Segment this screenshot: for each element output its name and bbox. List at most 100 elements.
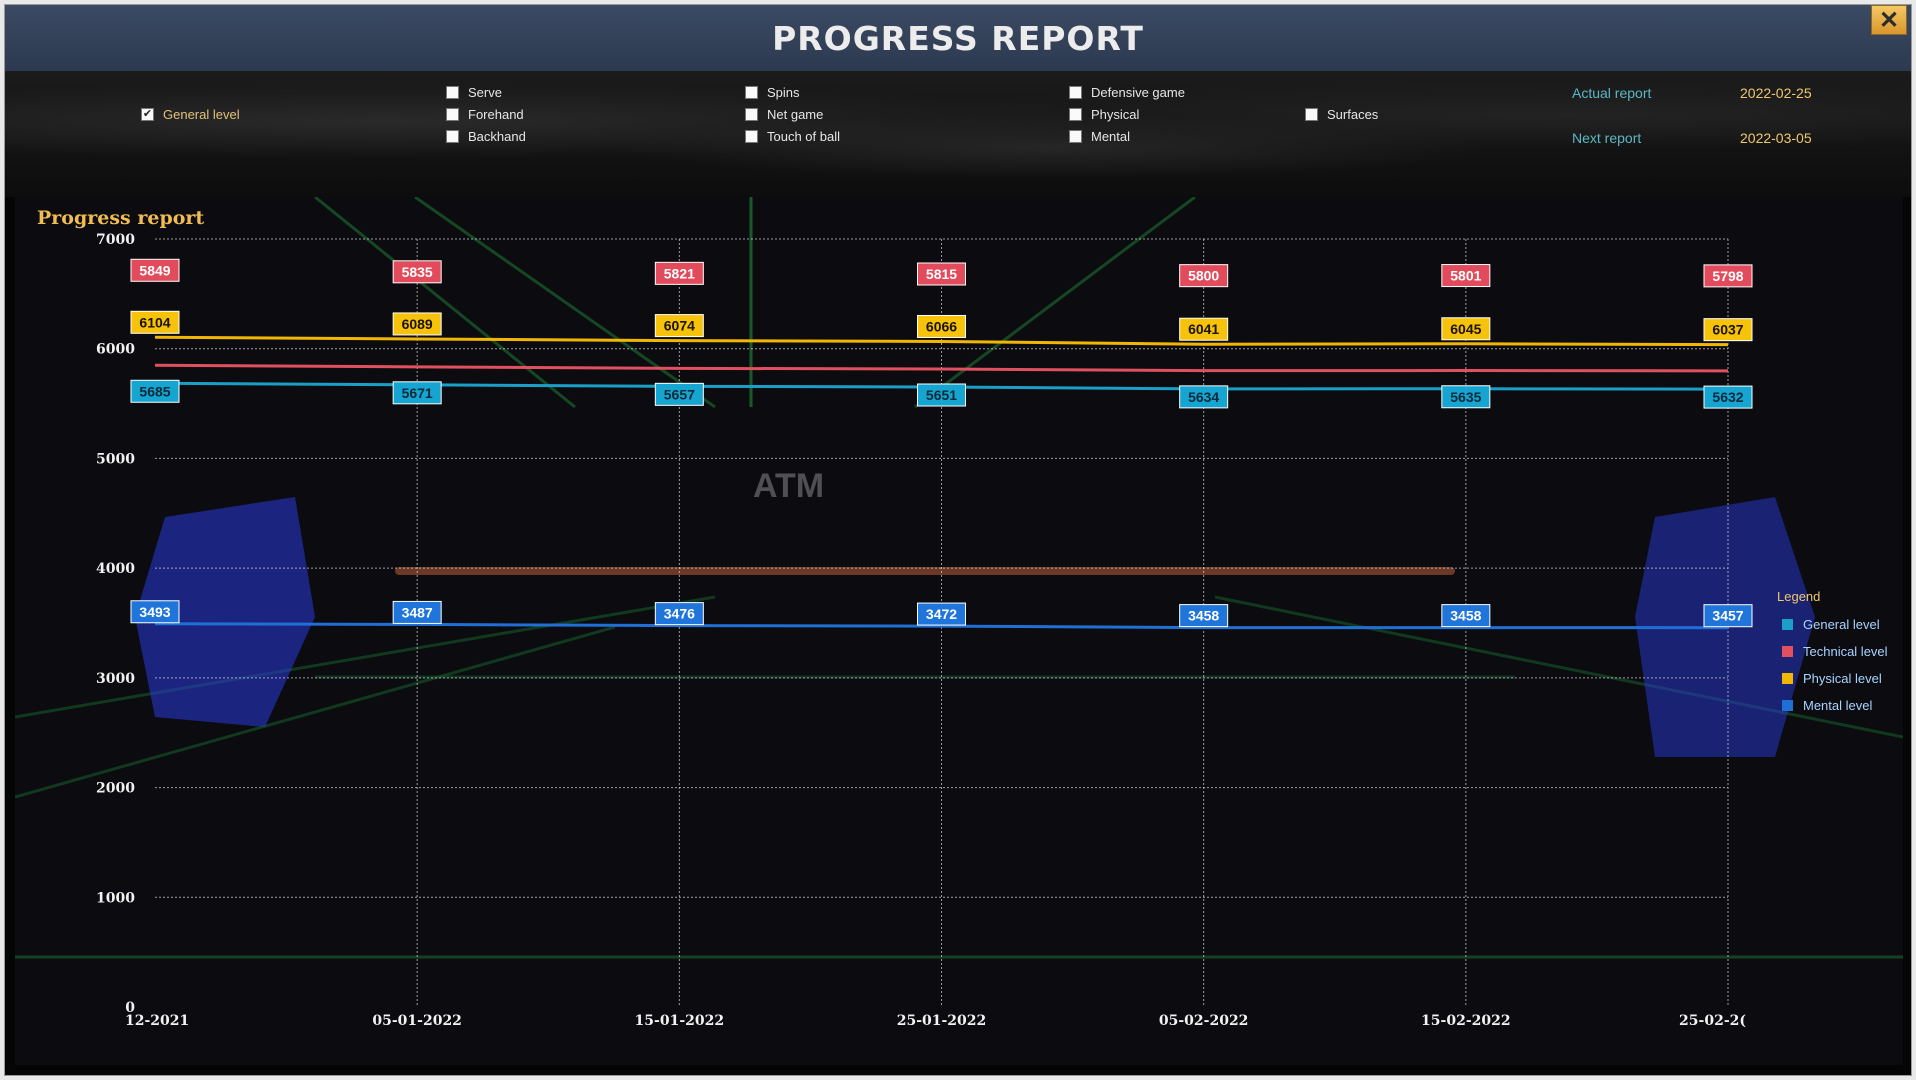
legend-item-mental: Mental level xyxy=(1782,698,1872,713)
checkbox-icon[interactable] xyxy=(446,108,459,121)
data-label: 3457 xyxy=(1712,608,1743,624)
data-label-box xyxy=(1703,318,1753,342)
legend-swatch xyxy=(1782,646,1793,657)
y-tick-label: 3000 xyxy=(96,671,135,687)
data-label: 5634 xyxy=(1188,389,1219,405)
checkbox-icon[interactable] xyxy=(446,130,459,143)
filter-defensive-game[interactable]: Defensive game xyxy=(1069,85,1185,100)
data-label-box xyxy=(1179,264,1229,288)
data-label-box xyxy=(917,314,966,338)
checkbox-icon[interactable] xyxy=(446,86,459,99)
filter-forehand[interactable]: Forehand xyxy=(446,107,524,122)
x-tick-label: 15-02-2022 xyxy=(1421,1013,1511,1029)
checkbox-icon[interactable] xyxy=(1069,86,1082,99)
data-label-box xyxy=(1179,385,1229,409)
checkbox-icon[interactable] xyxy=(745,86,758,99)
series-line-physical-level xyxy=(154,335,1729,347)
data-label: 5798 xyxy=(1712,268,1743,284)
checkbox-icon[interactable] xyxy=(745,108,758,121)
data-label: 6037 xyxy=(1712,322,1743,338)
filter-spins[interactable]: Spins xyxy=(745,85,800,100)
data-label: 5849 xyxy=(139,262,170,278)
filter-physical[interactable]: Physical xyxy=(1069,107,1139,122)
data-label-box xyxy=(1441,385,1491,409)
data-label: 6045 xyxy=(1450,321,1481,337)
data-label: 5800 xyxy=(1188,268,1219,284)
progress-chart: ATM 0 1000 2000 3000 4000 5000 6000 7000 12-2021 0… xyxy=(15,197,1903,1065)
data-label-box xyxy=(1179,317,1229,341)
data-label-box xyxy=(392,312,442,336)
data-label: 6066 xyxy=(926,318,957,334)
checkbox-icon[interactable] xyxy=(1305,108,1318,121)
close-button[interactable]: ✕ xyxy=(1871,5,1907,35)
court-line xyxy=(15,625,616,799)
data-label: 5635 xyxy=(1450,389,1481,405)
data-label-box xyxy=(130,600,180,624)
player-left-silhouette xyxy=(135,497,315,727)
legend-title: Legend xyxy=(1777,589,1821,604)
data-label: 3487 xyxy=(402,604,433,620)
data-label-box xyxy=(392,381,442,405)
data-label-box xyxy=(1441,264,1491,288)
checkbox-icon[interactable] xyxy=(745,130,758,143)
data-label: 6074 xyxy=(664,318,695,334)
y-tick-label: 4000 xyxy=(96,561,135,577)
y-tick-label: 7000 xyxy=(96,232,135,248)
next-report-label: Next report xyxy=(1572,130,1642,146)
data-label-box xyxy=(130,310,180,334)
filter-backhand[interactable]: Backhand xyxy=(446,129,526,144)
net-band xyxy=(395,567,1455,575)
data-label-box xyxy=(392,260,442,284)
data-label: 5835 xyxy=(402,264,433,280)
filter-mental[interactable]: Mental xyxy=(1069,129,1130,144)
checkbox-icon[interactable] xyxy=(1069,130,1082,143)
legend-swatch xyxy=(1782,619,1793,630)
data-label-box xyxy=(1703,604,1753,628)
close-icon: ✕ xyxy=(1878,6,1900,34)
window-title: PROGRESS REPORT xyxy=(772,18,1144,58)
x-tick-label: 15-01-2022 xyxy=(635,1013,725,1029)
data-label-box xyxy=(1703,264,1753,288)
data-label-box xyxy=(654,261,704,285)
data-label: 5651 xyxy=(926,387,957,403)
data-label: 6089 xyxy=(402,316,433,332)
filter-touch-of-ball[interactable]: Touch of ball xyxy=(745,129,840,144)
data-label-box xyxy=(392,600,442,624)
title-bar: PROGRESS REPORT ✕ xyxy=(5,5,1911,71)
data-label: 5815 xyxy=(926,266,957,282)
actual-report-label: Actual report xyxy=(1572,85,1652,101)
actual-report-date: 2022-02-25 xyxy=(1740,85,1812,101)
filter-net-game[interactable]: Net game xyxy=(745,107,823,122)
data-label-box xyxy=(130,258,180,282)
data-label: 5632 xyxy=(1712,389,1743,405)
series-line-mental-level xyxy=(154,622,1729,630)
data-label: 3472 xyxy=(926,606,957,622)
checkbox-icon[interactable] xyxy=(1069,108,1082,121)
filter-surfaces[interactable]: Surfaces xyxy=(1305,107,1378,122)
checkbox-checked-icon[interactable]: ✔ xyxy=(141,108,154,121)
data-label: 6041 xyxy=(1188,321,1219,337)
court-line xyxy=(15,595,716,719)
data-label: 5671 xyxy=(402,385,433,401)
x-tick-label: 25-01-2022 xyxy=(897,1013,987,1029)
legend-item-technical: Technical level xyxy=(1782,644,1888,659)
progress-report-window: PROGRESS REPORT ✕ ✔ General level Serve … xyxy=(4,4,1912,1076)
y-tick-label: 2000 xyxy=(96,781,135,797)
data-label-box xyxy=(654,314,704,338)
data-label-box xyxy=(1703,385,1753,409)
data-label: 5657 xyxy=(664,386,695,402)
data-label-box xyxy=(654,602,704,626)
series-line-technical-level xyxy=(154,363,1729,373)
court-line xyxy=(414,197,716,409)
data-label-box xyxy=(654,382,704,406)
filter-serve[interactable]: Serve xyxy=(446,85,502,100)
filter-general-level[interactable]: ✔ General level xyxy=(141,107,240,122)
data-label: 3493 xyxy=(139,604,170,620)
data-label: 3458 xyxy=(1450,608,1481,624)
x-tick-label: 12-2021 xyxy=(125,1013,189,1029)
data-label-box xyxy=(917,262,966,286)
data-label-box xyxy=(1441,604,1491,628)
data-label: 5685 xyxy=(139,383,170,399)
legend-swatch xyxy=(1782,673,1793,684)
data-label-box xyxy=(1179,604,1229,628)
